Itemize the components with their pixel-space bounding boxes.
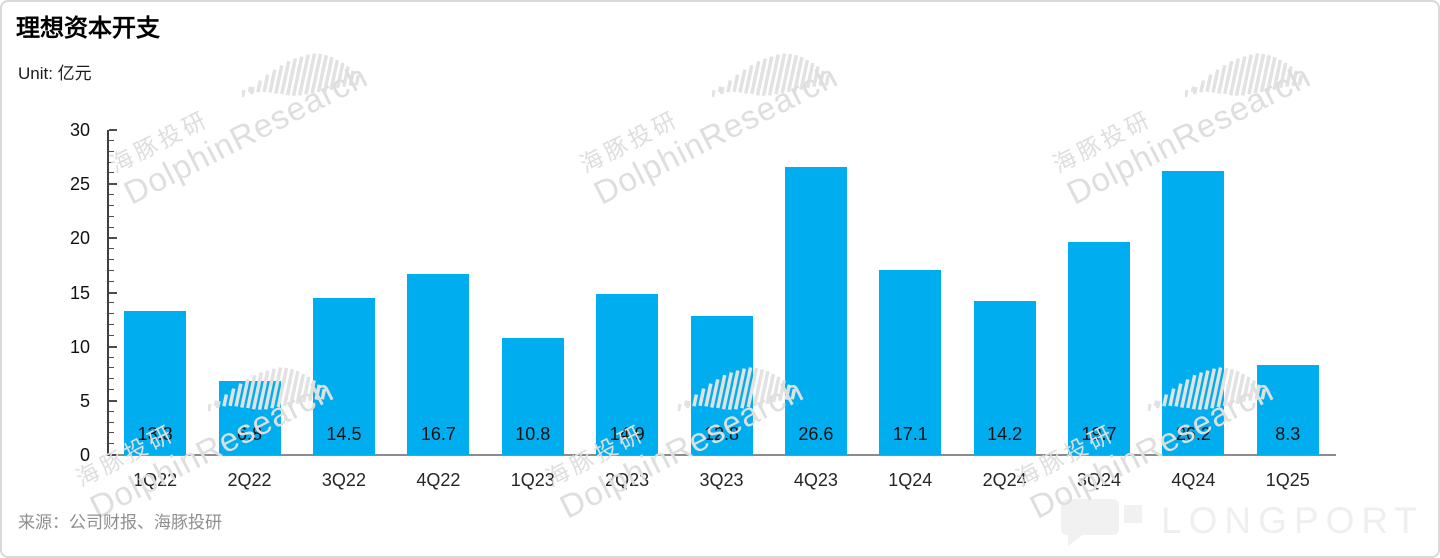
bar-value-label: 12.8 (703, 424, 740, 444)
x-tick-label: 1Q22 (133, 470, 178, 490)
brand-text: LONGPORT (1161, 500, 1424, 541)
bar-value-label: 16.7 (420, 424, 456, 444)
x-tick-label: 2Q24 (982, 470, 1027, 490)
y-tick-label: 25 (69, 174, 90, 195)
bar-1Q23 (501, 338, 564, 455)
x-tick-label: 3Q24 (1077, 470, 1122, 490)
bar-3Q22 (312, 297, 375, 455)
bar-4Q23 (784, 166, 847, 455)
y-tick (109, 226, 114, 228)
y-tick (109, 345, 117, 348)
page-title: 理想资本开支 (16, 15, 160, 42)
y-tick-label: 20 (69, 228, 90, 249)
y-tick-label: 10 (69, 336, 90, 357)
y-axis (107, 130, 109, 456)
bar-value-label: 13.3 (137, 424, 173, 444)
y-tick (109, 139, 114, 141)
y-tick (109, 389, 114, 390)
x-tick-label: 4Q23 (793, 470, 838, 490)
y-tick (109, 150, 114, 152)
bar-value-label: 14.9 (609, 424, 645, 444)
x-tick-label: 2Q23 (605, 470, 650, 490)
y-tick (109, 399, 117, 402)
y-tick (109, 215, 114, 217)
y-tick (109, 367, 114, 369)
x-tick-label: 4Q22 (416, 470, 461, 490)
bar-4Q24 (1162, 171, 1225, 455)
x-tick-label: 1Q24 (888, 470, 933, 490)
x-tick-label: 1Q23 (510, 470, 555, 490)
source-note: 来源：公司财报、海豚投研 (18, 513, 222, 532)
bar-value-label: 6.8 (237, 424, 263, 444)
y-tick (109, 204, 114, 206)
bar-2Q23 (596, 293, 659, 455)
y-tick (109, 432, 114, 434)
y-tick-label: 5 (79, 390, 90, 411)
y-tick (109, 161, 114, 163)
bar-value-label: 26.2 (1175, 424, 1211, 444)
y-tick (109, 248, 114, 250)
bar-2Q24 (973, 301, 1036, 455)
y-tick (109, 410, 114, 412)
x-tick-label: 3Q23 (699, 470, 744, 490)
bar-1Q25 (1256, 365, 1319, 455)
bar-value-label: 19.7 (1081, 424, 1117, 444)
bar-1Q24 (879, 269, 942, 455)
y-tick (109, 280, 114, 282)
y-tick (109, 172, 114, 174)
bar-1Q22 (124, 310, 187, 455)
y-tick-label: 0 (79, 445, 90, 465)
y-tick (109, 302, 114, 304)
x-tick-label: 2Q22 (227, 470, 272, 490)
x-tick-label: 1Q25 (1265, 470, 1310, 490)
y-tick-label: 15 (69, 282, 90, 303)
bar-value-label: 14.5 (326, 424, 362, 444)
y-tick (109, 356, 114, 358)
bar-value-label: 10.8 (515, 424, 551, 444)
x-tick-label: 4Q24 (1171, 470, 1216, 490)
y-tick (109, 378, 114, 380)
y-tick (109, 443, 114, 445)
y-tick (109, 129, 117, 131)
longport-logo: LONGPORT (1061, 494, 1424, 548)
bar-value-label: 8.3 (1275, 424, 1301, 444)
speech-bubble-icon (1061, 499, 1143, 546)
y-tick (109, 291, 117, 294)
y-tick-label: 30 (69, 120, 90, 140)
bar-value-label: 26.6 (798, 424, 834, 444)
x-axis (107, 454, 1336, 456)
y-tick (109, 269, 114, 271)
bar-3Q24 (1068, 241, 1131, 455)
bar-4Q22 (407, 274, 470, 455)
y-tick (109, 454, 117, 456)
unit-label: Unit: 亿元 (18, 64, 92, 83)
y-tick (109, 334, 114, 336)
y-tick (109, 183, 117, 186)
y-tick (109, 421, 114, 423)
bar-value-label: 17.1 (892, 424, 928, 444)
y-tick (109, 324, 114, 325)
y-tick (109, 313, 114, 315)
bar-value-label: 14.2 (987, 424, 1023, 444)
y-tick (109, 259, 114, 260)
x-tick-label: 3Q22 (321, 470, 366, 490)
y-tick (109, 194, 114, 195)
y-tick (109, 237, 117, 240)
